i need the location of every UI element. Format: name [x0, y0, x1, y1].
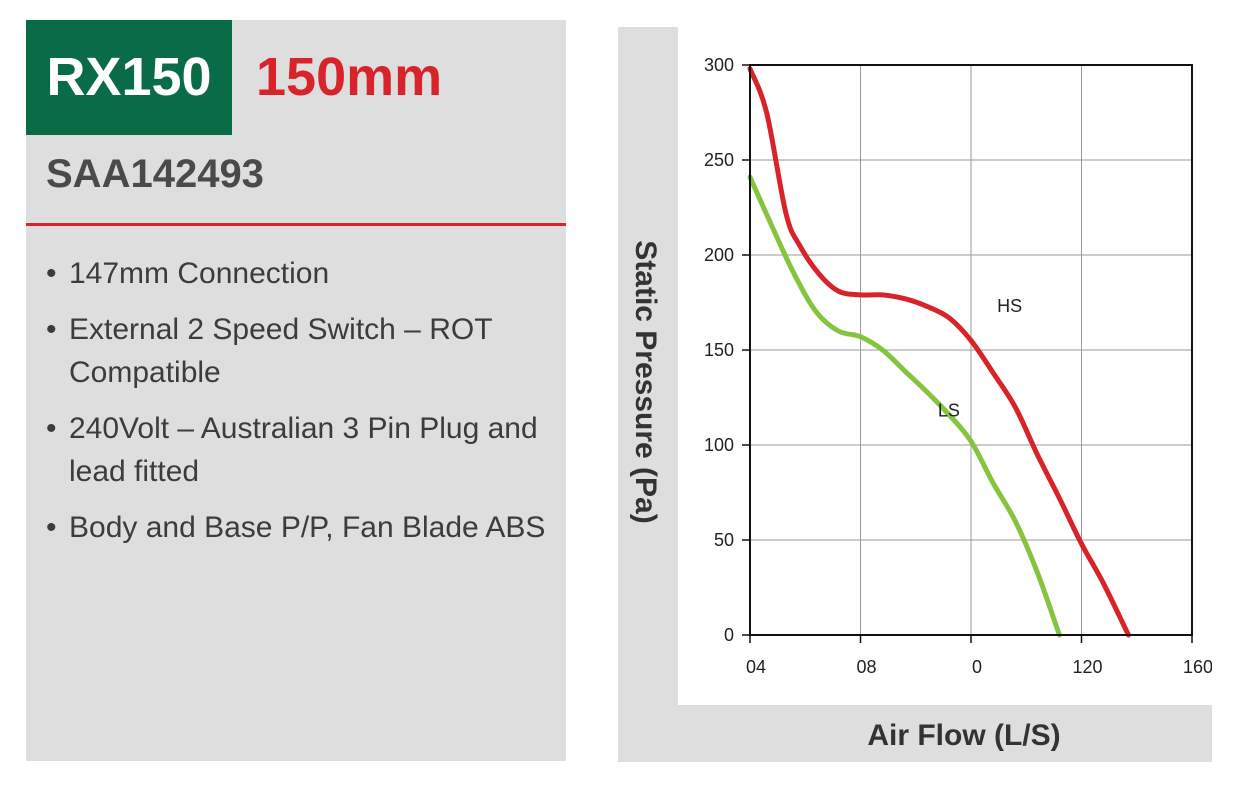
feature-item: • Body and Base P/P, Fan Blade ABS	[46, 506, 556, 549]
x-tick-label: 160	[1183, 657, 1212, 677]
model-name: RX150	[26, 20, 232, 135]
feature-item: • External 2 Speed Switch – ROT Compatibl…	[46, 308, 556, 394]
y-tick-label: 100	[704, 435, 734, 455]
series-line-ls	[747, 174, 1062, 638]
x-axis-title: Air Flow (L/S)	[867, 719, 1060, 752]
series-lines: HS LS	[747, 66, 1131, 638]
series-label-ls: LS	[938, 401, 960, 421]
product-info-panel: RX150 150mm SAA142493 • 147mm Connection …	[26, 20, 566, 761]
x-tick-label: 120	[1072, 657, 1102, 677]
y-tick-label: 150	[704, 340, 734, 360]
tick-labels: 0 50 100 150 200 250 300 04 08 0 120 160	[704, 55, 1212, 677]
divider	[26, 223, 566, 226]
performance-chart-panel: HS LS 0 50 100 150 200 250 300 04 08 0 120 160 Air F…	[618, 27, 1212, 762]
bullet-icon: •	[46, 313, 57, 346]
performance-chart: HS LS 0 50 100 150 200 250 300 04 08 0 120 160 Air F…	[629, 27, 1212, 752]
feature-list: • 147mm Connection • External 2 Speed Swit…	[46, 252, 556, 562]
feature-text: External 2 Speed Switch – ROT Compatible	[69, 313, 492, 389]
y-tick-label: 200	[704, 245, 734, 265]
y-tick-label: 300	[704, 55, 734, 75]
feature-text: Body and Base P/P, Fan Blade ABS	[69, 511, 546, 544]
plot-frame	[749, 64, 1193, 636]
size-label: 150mm	[256, 47, 443, 107]
x-tick-label: 04	[746, 657, 766, 677]
y-tick-label: 0	[724, 625, 734, 645]
feature-text: 240Volt – Australian 3 Pin Plug and lead…	[69, 412, 538, 488]
plot-background	[678, 27, 1212, 705]
y-tick-label: 250	[704, 150, 734, 170]
bullet-icon: •	[46, 412, 57, 445]
feature-text: 147mm Connection	[69, 257, 330, 290]
y-axis-title: Static Pressure (Pa)	[629, 240, 662, 523]
feature-item: • 240Volt – Australian 3 Pin Plug and lea…	[46, 407, 556, 493]
series-line-hs	[747, 66, 1131, 638]
series-label-hs: HS	[997, 296, 1022, 316]
bullet-icon: •	[46, 511, 57, 544]
y-tick-label: 50	[714, 530, 734, 550]
feature-item: • 147mm Connection	[46, 252, 556, 295]
saa-code: SAA142493	[46, 152, 264, 196]
bullet-icon: •	[46, 257, 57, 290]
x-tick-label: 08	[856, 657, 876, 677]
x-tick-label: 0	[972, 657, 982, 677]
